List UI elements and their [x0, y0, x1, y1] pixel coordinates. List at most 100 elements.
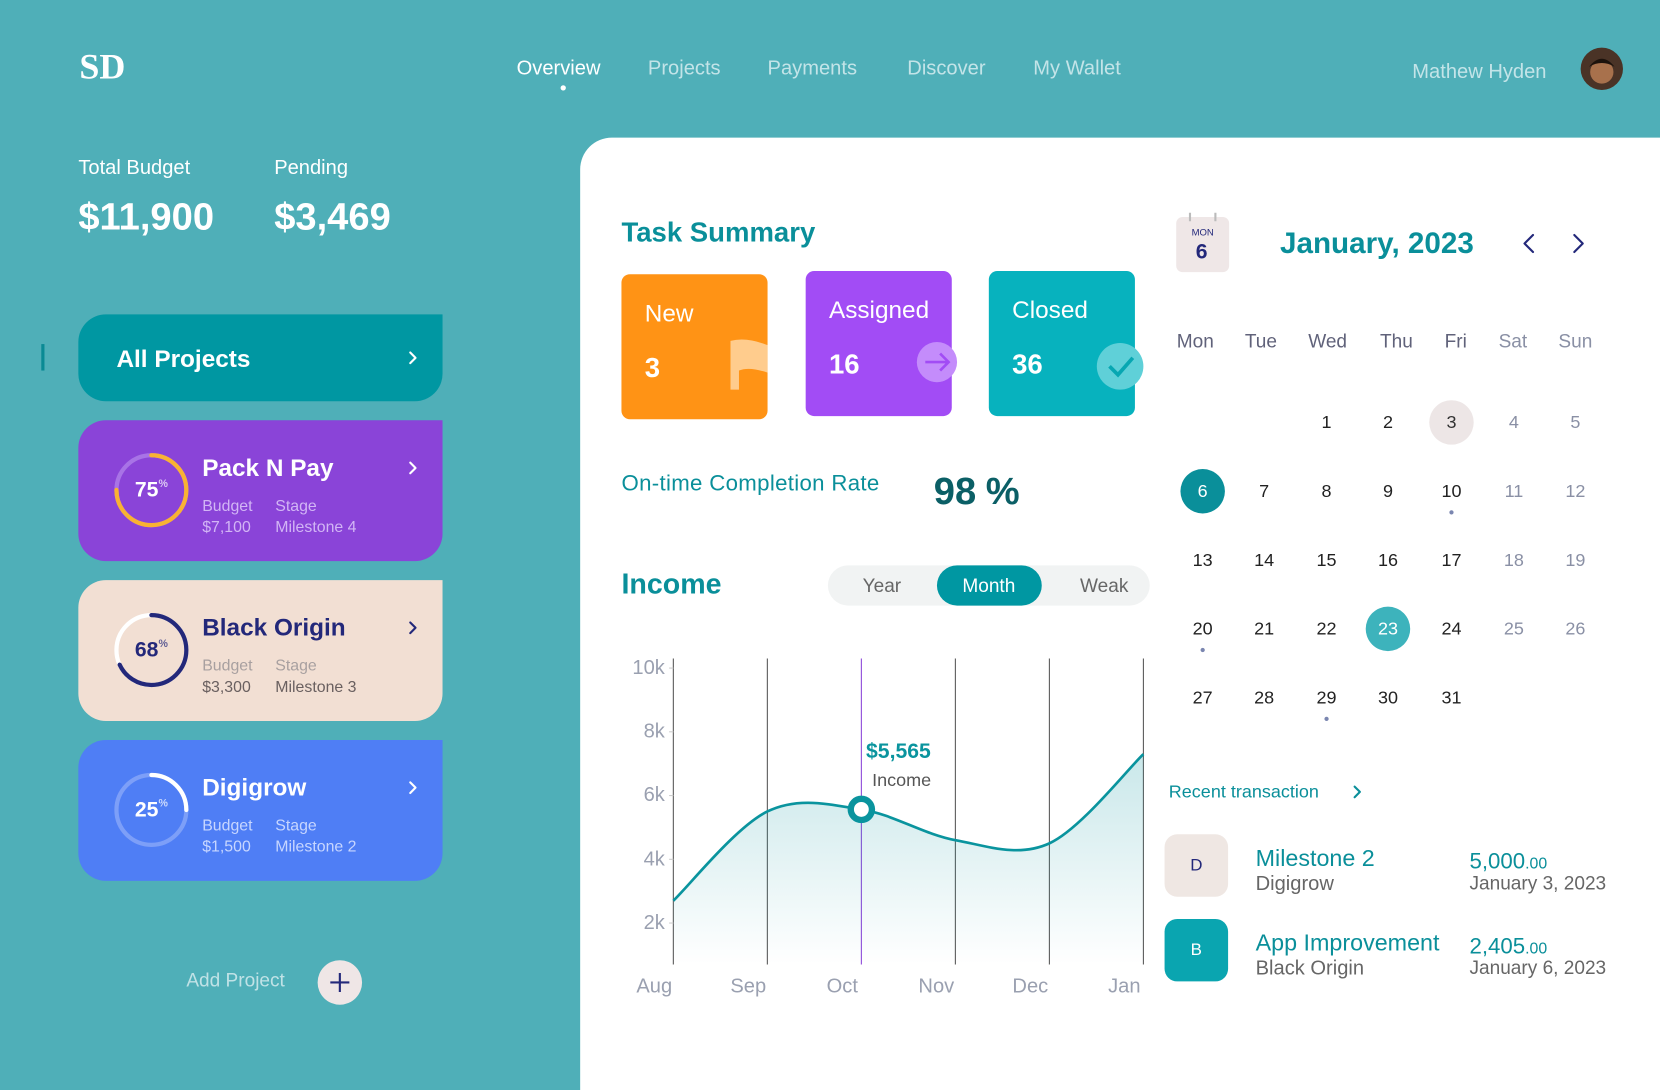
day[interactable]: 17 — [1441, 549, 1462, 571]
check — [1108, 356, 1135, 378]
transaction-date: January 3, 2023 — [1469, 872, 1607, 894]
day[interactable]: 30 — [1377, 687, 1398, 708]
project-card[interactable] — [78, 740, 443, 881]
day[interactable]: 7 — [1259, 481, 1270, 502]
day[interactable]: 1 — [1321, 412, 1332, 433]
balance-value: $11,900 — [78, 194, 215, 239]
value-label: $5,565 — [866, 739, 931, 763]
day[interactable]: 2 — [1382, 412, 1393, 433]
active-dot — [560, 85, 566, 91]
weekday: Sat — [1498, 330, 1528, 352]
tab[interactable]: Weak — [1080, 574, 1129, 597]
day[interactable]: 3 — [1446, 412, 1457, 433]
y-tick-label: 2k — [643, 911, 665, 935]
amount-cents: .00 — [1525, 854, 1548, 873]
day[interactable]: 10 — [1441, 481, 1462, 502]
x-tick-label: Dec — [1012, 975, 1049, 998]
all-projects[interactable]: All Projects — [116, 344, 251, 373]
completion-label: On-time Completion Rate — [621, 471, 880, 497]
completion-rate: 98% — [934, 472, 1020, 510]
percent-value: 25 — [134, 798, 159, 822]
user-name: Mathew Hyden — [1412, 60, 1547, 84]
stage-value: Milestone 3 — [275, 678, 357, 697]
chevron — [409, 351, 417, 365]
all-projects-card[interactable] — [78, 314, 443, 402]
logo: SD — [79, 47, 126, 87]
day[interactable]: 28 — [1254, 687, 1275, 708]
day[interactable]: 24 — [1441, 618, 1462, 639]
stage-value: Milestone 4 — [275, 518, 357, 537]
day[interactable]: 12 — [1565, 481, 1586, 502]
series-name: Income — [872, 769, 932, 790]
check-icon — [1096, 343, 1144, 390]
percent-value: 68 — [134, 638, 159, 662]
day[interactable]: 29 — [1316, 687, 1337, 708]
line — [672, 753, 1145, 902]
progress-ring — [114, 612, 189, 688]
day[interactable]: 9 — [1382, 481, 1393, 502]
percent-value: 75 — [134, 478, 159, 502]
transaction-subtitle: Black Origin — [1255, 957, 1365, 980]
day[interactable]: 22 — [1316, 618, 1337, 639]
month-title: January, 2023 — [1279, 226, 1474, 260]
day[interactable]: 13 — [1192, 549, 1213, 571]
nav-item[interactable]: Payments — [767, 57, 858, 80]
task-label: New — [644, 299, 694, 327]
y-tick-label: 6k — [643, 784, 665, 807]
day[interactable]: 20 — [1192, 618, 1213, 639]
day[interactable]: 8 — [1321, 481, 1332, 502]
day[interactable]: 5 — [1570, 412, 1581, 433]
tab[interactable]: Month — [962, 574, 1016, 597]
y-tick-label: 10k — [632, 656, 665, 680]
add-project[interactable]: Add Project — [186, 969, 285, 991]
nav-item[interactable]: My Wallet — [1033, 57, 1121, 80]
nav-item[interactable]: Overview — [516, 57, 601, 80]
completion-value: 98 — [933, 469, 977, 513]
task-card[interactable] — [805, 271, 952, 417]
day-highlight — [1180, 469, 1225, 514]
point — [847, 795, 876, 824]
date-icon-label: MON — [1191, 227, 1214, 238]
flag-icon — [730, 339, 768, 390]
day[interactable]: 27 — [1192, 687, 1213, 708]
chevron — [409, 461, 417, 475]
day[interactable]: 18 — [1503, 549, 1524, 571]
nav-item[interactable]: Projects — [647, 57, 721, 80]
area — [673, 754, 1144, 965]
day[interactable]: 26 — [1565, 618, 1586, 639]
amount-whole: 2,405 — [1469, 934, 1526, 959]
progress-ring — [114, 453, 189, 528]
nav-item[interactable]: Discover — [907, 57, 986, 80]
day[interactable]: 31 — [1441, 687, 1462, 708]
day[interactable]: 11 — [1504, 481, 1524, 502]
percent: 25% — [134, 798, 168, 822]
progress-ring — [114, 772, 189, 847]
day[interactable]: 19 — [1565, 549, 1586, 571]
day[interactable]: 23 — [1377, 618, 1398, 639]
balance-label: Total Budget — [78, 157, 191, 180]
task-value: 16 — [828, 348, 860, 381]
task-card[interactable] — [988, 271, 1135, 417]
day[interactable]: 16 — [1377, 549, 1398, 571]
percent: 75% — [134, 478, 168, 502]
balance-label: Pending — [274, 157, 349, 180]
project-card[interactable] — [78, 580, 443, 721]
tab-active[interactable] — [936, 565, 1042, 606]
transaction-initial: D — [1190, 856, 1203, 875]
tab[interactable]: Year — [862, 574, 902, 597]
stage-label: Stage — [275, 656, 317, 675]
project-card[interactable] — [78, 420, 443, 562]
day[interactable]: 14 — [1254, 549, 1275, 571]
day[interactable]: 15 — [1316, 549, 1337, 571]
x-tick-label: Oct — [826, 975, 858, 998]
budget-value: $7,100 — [202, 518, 251, 537]
section-link[interactable]: Recent transaction — [1168, 781, 1319, 802]
transaction-title: App Improvement — [1255, 929, 1440, 957]
event-dot — [1324, 716, 1329, 721]
day[interactable]: 4 — [1508, 412, 1519, 433]
day[interactable]: 21 — [1254, 618, 1275, 639]
day[interactable]: 25 — [1503, 618, 1524, 639]
day[interactable]: 6 — [1197, 481, 1208, 502]
